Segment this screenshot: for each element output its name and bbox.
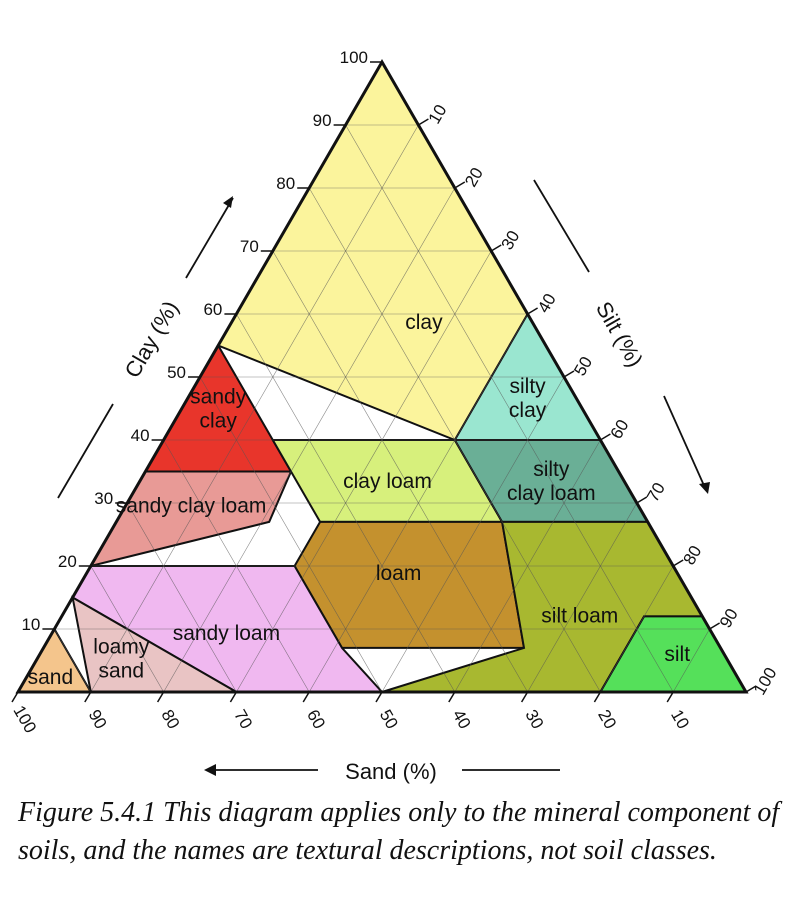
sand-tick-label: 30 bbox=[521, 706, 547, 732]
region-label-loamy-sand: loamy bbox=[93, 636, 150, 659]
grid-line bbox=[90, 124, 419, 693]
grid-line bbox=[454, 439, 601, 693]
sand-tick-mark bbox=[84, 691, 92, 703]
sand-tick-mark bbox=[666, 691, 674, 703]
region-label-loamy-sand: sand bbox=[99, 660, 145, 683]
silt-tick-label: 50 bbox=[570, 353, 596, 379]
sand-tick-label: 10 bbox=[667, 706, 693, 732]
clay-tick-label: 90 bbox=[313, 111, 332, 130]
silt-tick-label: 20 bbox=[461, 164, 487, 190]
silt-direction-arrow bbox=[533, 179, 710, 494]
region-loam bbox=[293, 520, 526, 649]
grid-line bbox=[600, 565, 674, 693]
clay-tick-label: 50 bbox=[167, 363, 186, 382]
grid-line bbox=[345, 124, 674, 693]
region-label-sandy-clay: sandy bbox=[190, 386, 247, 409]
region-label-silt-loam: silt loam bbox=[541, 605, 618, 628]
grid-line bbox=[90, 565, 164, 693]
sand-tick-label: 90 bbox=[85, 706, 111, 732]
region-label-sand: sand bbox=[28, 666, 74, 689]
clay-tick-label: 30 bbox=[94, 489, 113, 508]
region-label-silty-clay-loam: silty bbox=[533, 458, 570, 481]
silt-tick-label: 10 bbox=[425, 101, 451, 127]
region-label-sandy-clay: clay bbox=[200, 410, 238, 433]
region-label-silty-clay: clay bbox=[509, 399, 547, 422]
clay-tick-label: 80 bbox=[276, 174, 295, 193]
grid-line bbox=[272, 250, 528, 693]
sand-direction-arrow bbox=[204, 764, 560, 776]
sand-tick-mark bbox=[11, 691, 19, 703]
silt-tick-mark bbox=[745, 685, 757, 693]
silt-tick-label: 90 bbox=[716, 605, 742, 631]
clay-tick-label: 40 bbox=[131, 426, 150, 445]
silt-tick-mark bbox=[672, 559, 684, 567]
grid-line bbox=[381, 376, 565, 693]
region-label-clay: clay bbox=[405, 311, 443, 334]
sand-tick-label: 80 bbox=[157, 706, 183, 732]
silt-tick-label: 70 bbox=[643, 479, 669, 505]
sand-tick-label: 20 bbox=[594, 706, 620, 732]
region-label-clay-loam: clay loam bbox=[343, 470, 432, 493]
sand-tick-mark bbox=[448, 691, 456, 703]
grid-line bbox=[54, 628, 92, 693]
grid-line bbox=[163, 439, 310, 693]
silt-tick-label: 60 bbox=[607, 416, 633, 442]
sand-tick-mark bbox=[593, 691, 602, 703]
grid-line bbox=[126, 502, 237, 693]
silt-tick-mark bbox=[709, 622, 720, 630]
region-label-sandy-loam: sandy loam bbox=[173, 622, 280, 645]
region-label-silty-clay: silty bbox=[510, 375, 547, 398]
grid-line bbox=[236, 250, 492, 693]
grid-line bbox=[672, 628, 710, 693]
region-label-sandy-clay-loam: sandy clay loam bbox=[116, 495, 267, 518]
region-label-silt: silt bbox=[664, 643, 690, 666]
sand-tick-label: 50 bbox=[376, 706, 402, 732]
silt-tick-mark bbox=[527, 307, 538, 315]
sand-tick-mark bbox=[229, 691, 238, 703]
sand-tick-mark bbox=[520, 691, 529, 703]
clay-tick-label: 20 bbox=[58, 552, 77, 571]
sand-tick-label: 100 bbox=[9, 702, 40, 736]
clay-tick-label: 10 bbox=[21, 615, 40, 634]
sand-tick-label: 40 bbox=[449, 706, 475, 732]
silt-tick-label: 30 bbox=[497, 227, 523, 253]
clay-tick-label: 70 bbox=[240, 237, 259, 256]
sand-tick-mark bbox=[302, 691, 310, 703]
sand-tick-label: 60 bbox=[303, 706, 329, 732]
silt-tick-mark bbox=[636, 496, 648, 504]
region-label-loam: loam bbox=[376, 562, 422, 585]
grid-line bbox=[527, 502, 638, 693]
clay-tick-label: 60 bbox=[203, 300, 222, 319]
silt-tick-label: 40 bbox=[534, 290, 560, 316]
figure-caption: Figure 5.4.1 This diagram applies only t… bbox=[18, 797, 780, 866]
sand-tick-mark bbox=[156, 691, 165, 703]
sand-tick-mark bbox=[375, 691, 383, 703]
clay-tick-label: 100 bbox=[340, 48, 368, 67]
silt-tick-mark bbox=[418, 118, 429, 126]
percent-grid bbox=[54, 124, 710, 693]
sand-tick-label: 70 bbox=[230, 706, 256, 732]
silt-tick-label: 100 bbox=[750, 664, 781, 698]
sand-axis-title: Sand (%) bbox=[345, 759, 437, 784]
silt-axis-title: Silt (%) bbox=[591, 297, 648, 371]
silt-tick-mark bbox=[490, 244, 502, 252]
silt-tick-label: 80 bbox=[679, 542, 705, 568]
region-label-silty-clay-loam: clay loam bbox=[507, 482, 596, 505]
clay-direction-arrow bbox=[57, 196, 234, 499]
silt-tick-mark bbox=[563, 370, 575, 378]
silt-tick-mark bbox=[600, 433, 611, 441]
silt-tick-mark bbox=[454, 181, 466, 189]
grid-line bbox=[199, 376, 383, 693]
